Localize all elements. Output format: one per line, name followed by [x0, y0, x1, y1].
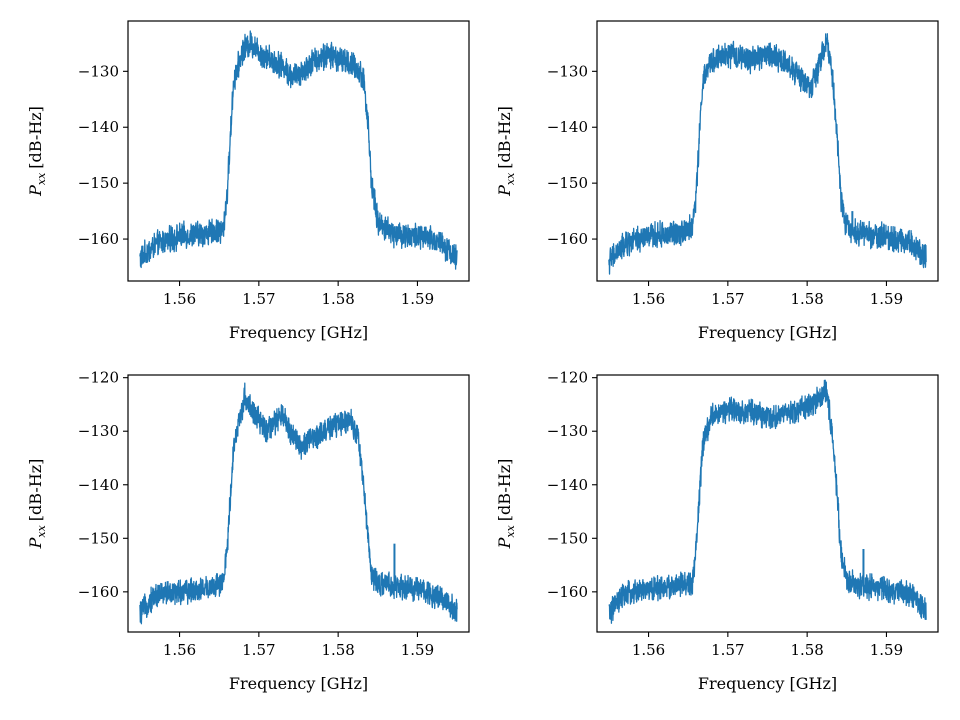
x-axis-label: Frequency [GHz] [698, 323, 837, 342]
y-tick-label: −140 [78, 118, 119, 136]
x-tick-label: 1.58 [321, 641, 354, 659]
y-axis-label-symbol: P [495, 537, 514, 549]
y-axis-label-symbol: P [26, 537, 45, 549]
subplot-top-left: 1.56 1.57 1.58 1.59 −160 −150 −140 −130 Frequenc… [26, 20, 470, 342]
psd-trace [139, 30, 458, 270]
y-tick-label: −150 [547, 174, 588, 192]
x-tick-label: 1.59 [401, 290, 434, 308]
y-axis-label-unit: [dB-Hz] [26, 106, 45, 169]
subplot-top-right: 1.56 1.57 1.58 1.59 −160 −150 −140 −130 Frequenc… [495, 20, 939, 342]
x-tick-label: 1.59 [870, 290, 903, 308]
axes-frame [127, 374, 470, 633]
psd-trace [139, 382, 458, 625]
y-axis-label-symbol: P [26, 185, 45, 197]
x-tick-label: 1.56 [632, 641, 665, 659]
y-tick-label: −130 [547, 62, 588, 80]
y-tick-label: −140 [547, 118, 588, 136]
y-axis-label: Pxx [dB-Hz] [495, 106, 517, 197]
y-tick-label: −130 [547, 422, 588, 440]
x-tick-label: 1.57 [242, 290, 275, 308]
subplot-bottom-left: 1.56 1.57 1.58 1.59 −160 −150 −140 −130 −120 Freq… [26, 369, 470, 693]
y-tick-label: −160 [78, 583, 119, 601]
y-tick-label: −160 [547, 230, 588, 248]
y-axis-label-symbol: P [495, 185, 514, 197]
y-tick-label: −130 [78, 422, 119, 440]
x-tick-label: 1.57 [711, 290, 744, 308]
y-axis-label: Pxx [dB-Hz] [495, 459, 517, 550]
x-tick-label: 1.56 [632, 290, 665, 308]
psd-trace [608, 33, 927, 275]
y-axis-label-subscript: xx [504, 172, 517, 185]
y-axis-label-unit: [dB-Hz] [495, 106, 514, 169]
y-axis-label-subscript: xx [35, 524, 48, 537]
x-tick-label: 1.58 [790, 290, 823, 308]
y-axis-label-subscript: xx [504, 524, 517, 537]
y-tick-label: −140 [547, 476, 588, 494]
x-tick-label: 1.57 [242, 641, 275, 659]
x-tick-label: 1.58 [790, 641, 823, 659]
x-tick-label: 1.56 [163, 290, 196, 308]
y-tick-label: −160 [547, 583, 588, 601]
x-axis-label: Frequency [GHz] [698, 674, 837, 693]
y-tick-label: −150 [78, 529, 119, 547]
subplot-bottom-right: 1.56 1.57 1.58 1.59 −160 −150 −140 −130 −120 Freq… [495, 369, 939, 693]
y-axis-label: Pxx [dB-Hz] [26, 106, 48, 197]
y-tick-label: −140 [78, 476, 119, 494]
y-tick-label: −120 [547, 369, 588, 387]
y-axis-label-unit: [dB-Hz] [495, 459, 514, 522]
y-tick-label: −150 [78, 174, 119, 192]
x-tick-label: 1.58 [321, 290, 354, 308]
x-axis-label: Frequency [GHz] [229, 323, 368, 342]
y-axis-label: Pxx [dB-Hz] [26, 459, 48, 550]
x-tick-label: 1.59 [870, 641, 903, 659]
x-tick-label: 1.59 [401, 641, 434, 659]
y-tick-label: −150 [547, 529, 588, 547]
y-axis-label-subscript: xx [35, 172, 48, 185]
axes-frame [596, 20, 939, 282]
x-axis-label: Frequency [GHz] [229, 674, 368, 693]
y-tick-label: −160 [78, 230, 119, 248]
x-tick-label: 1.56 [163, 641, 196, 659]
axes-frame [127, 20, 470, 282]
psd-trace [608, 379, 927, 624]
axes-frame [596, 374, 939, 633]
x-tick-label: 1.57 [711, 641, 744, 659]
y-tick-label: −130 [78, 62, 119, 80]
y-tick-label: −120 [78, 369, 119, 387]
y-axis-label-unit: [dB-Hz] [26, 459, 45, 522]
